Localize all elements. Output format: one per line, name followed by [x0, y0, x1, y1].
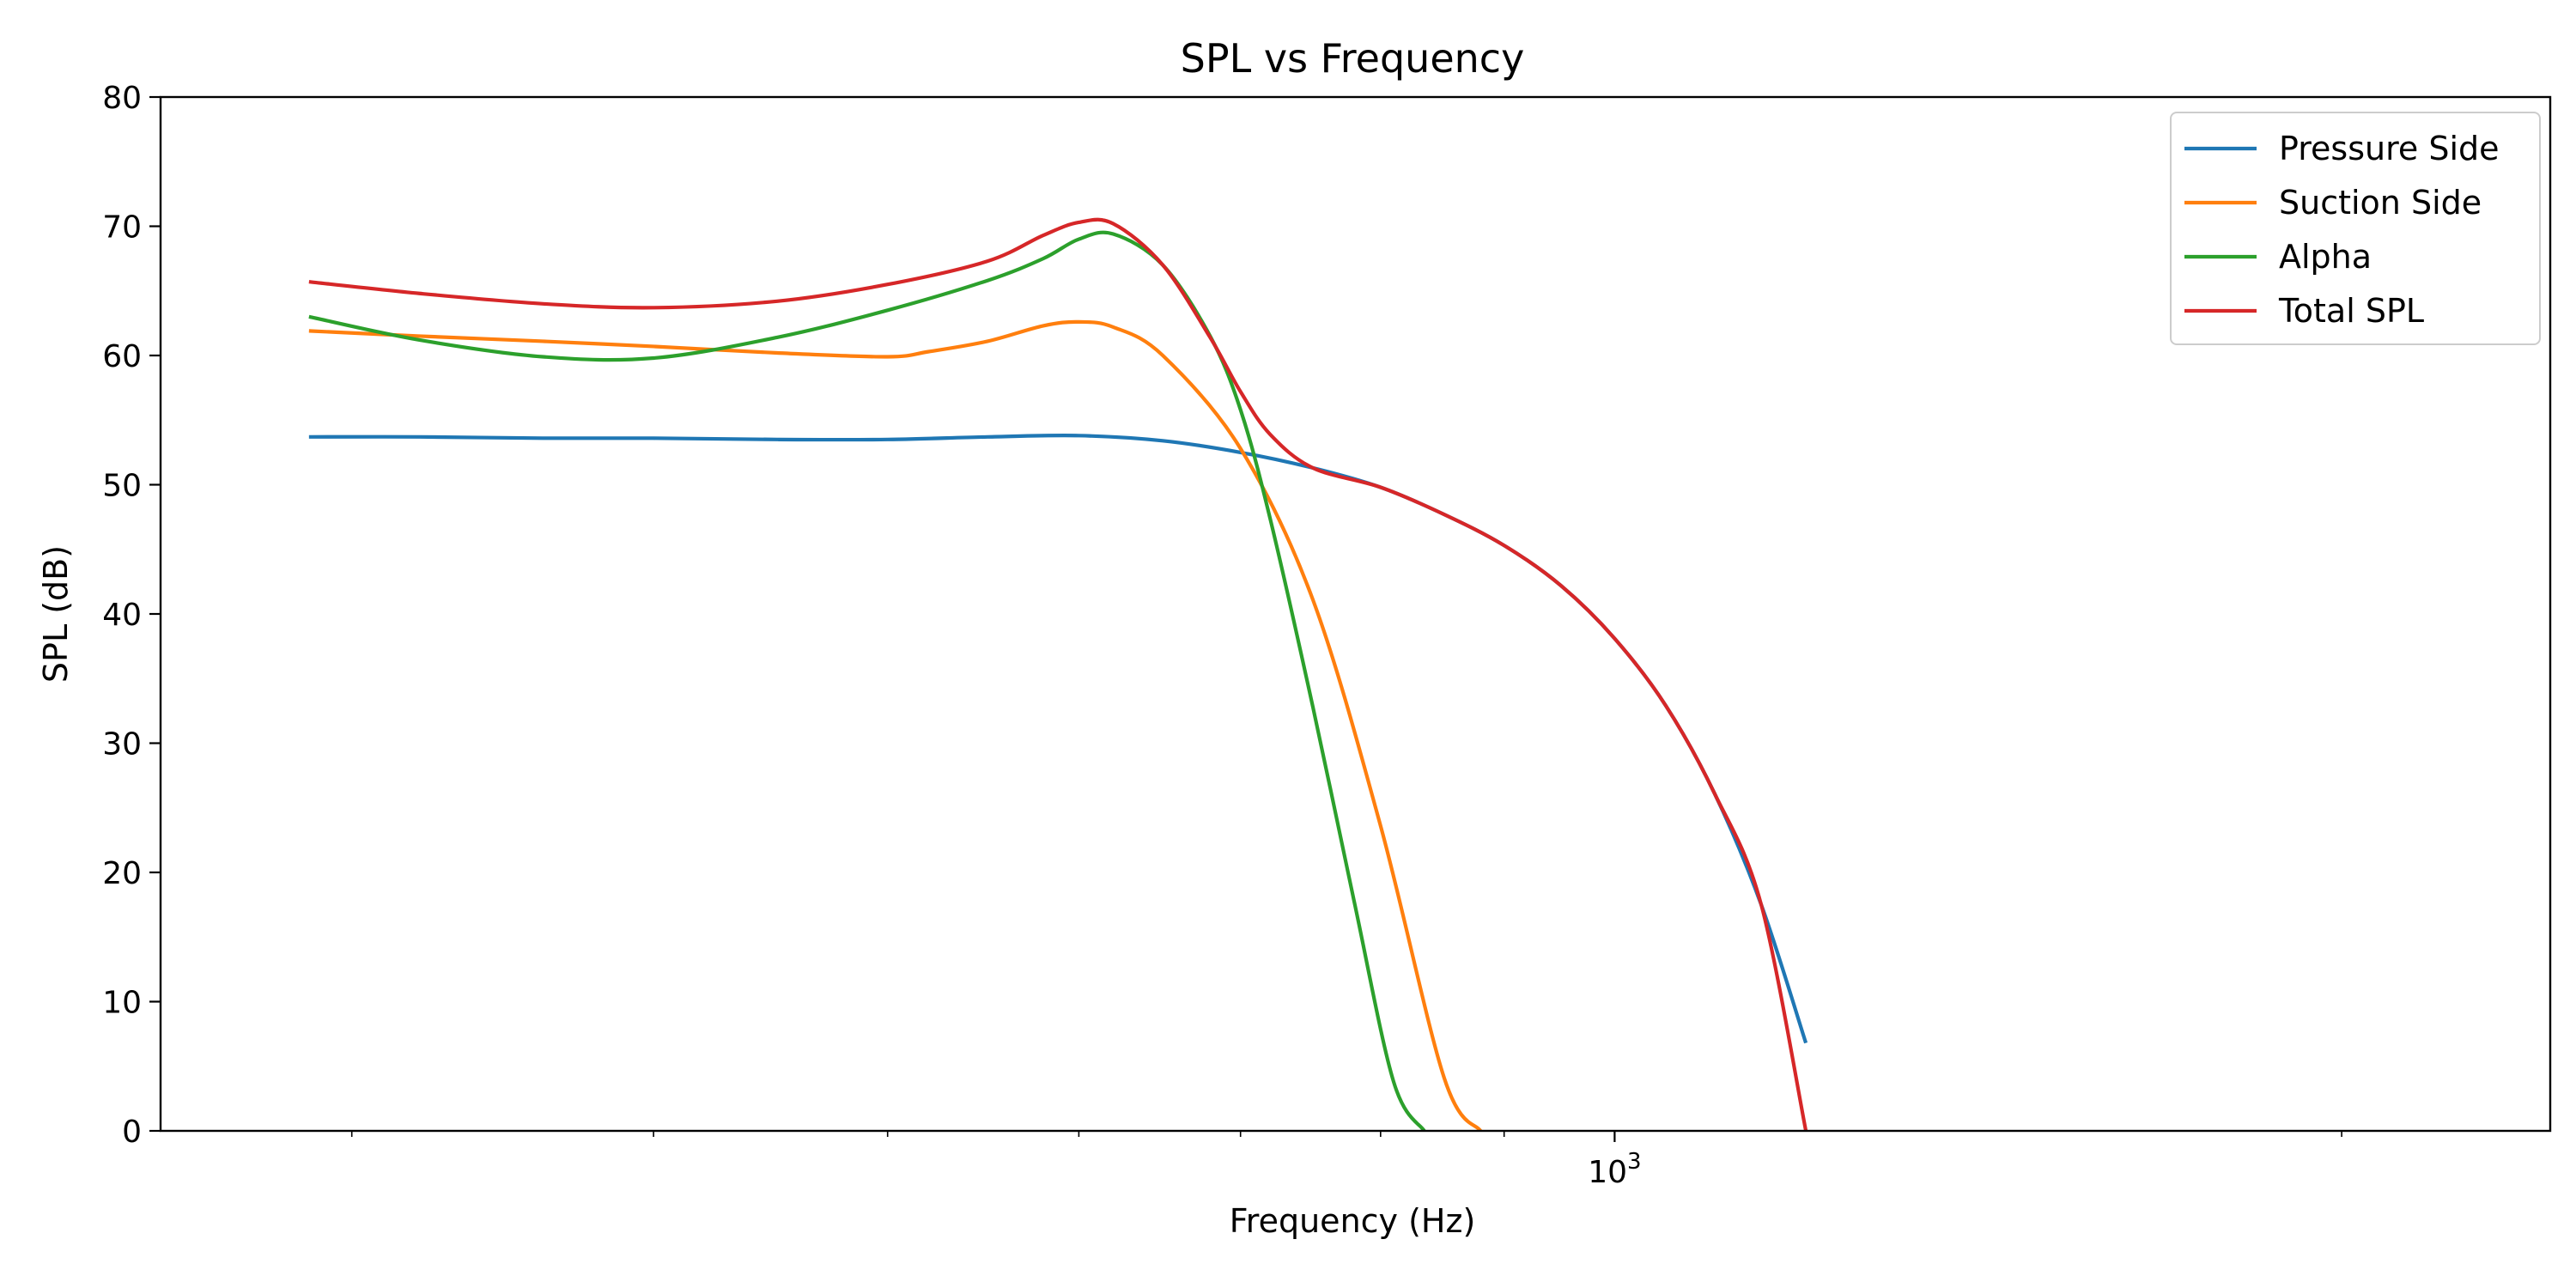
series-line-suction-side	[308, 319, 1482, 1131]
y-tick-label: 10	[102, 986, 142, 1021]
y-tick-label: 0	[122, 1115, 142, 1150]
legend-label-alpha: Alpha	[2279, 238, 2372, 276]
series-line-total-spl	[308, 217, 1808, 1131]
y-tick-label: 50	[102, 469, 142, 504]
x-axis-label: Frequency (Hz)	[1230, 1202, 1476, 1240]
x-tick-label: 103	[1588, 1149, 1641, 1190]
plot-frame	[159, 95, 2552, 1133]
series-line-alpha	[308, 230, 1426, 1131]
legend-label-total-spl: Total SPL	[2278, 292, 2424, 330]
y-tick-label: 80	[102, 81, 142, 116]
y-tick-label: 70	[102, 210, 142, 246]
axes: 0 10 20 30 40 50 60 70 80 103	[102, 81, 2342, 1190]
plot-lines	[308, 217, 1808, 1131]
y-axis-label: SPL (dB)	[37, 545, 75, 683]
legend-label-suction-side: Suction Side	[2279, 184, 2482, 222]
y-tick-label: 60	[102, 339, 142, 374]
legend-label-pressure-side: Pressure Side	[2279, 130, 2500, 167]
legend-box	[2170, 112, 2541, 345]
y-tick-label: 40	[102, 598, 142, 633]
legend: Pressure Side Suction Side Alpha Total SPL	[2170, 112, 2541, 345]
y-tick-label: 20	[102, 856, 142, 891]
chart-title: SPL vs Frequency	[1181, 35, 1525, 82]
y-tick-label: 30	[102, 727, 142, 762]
